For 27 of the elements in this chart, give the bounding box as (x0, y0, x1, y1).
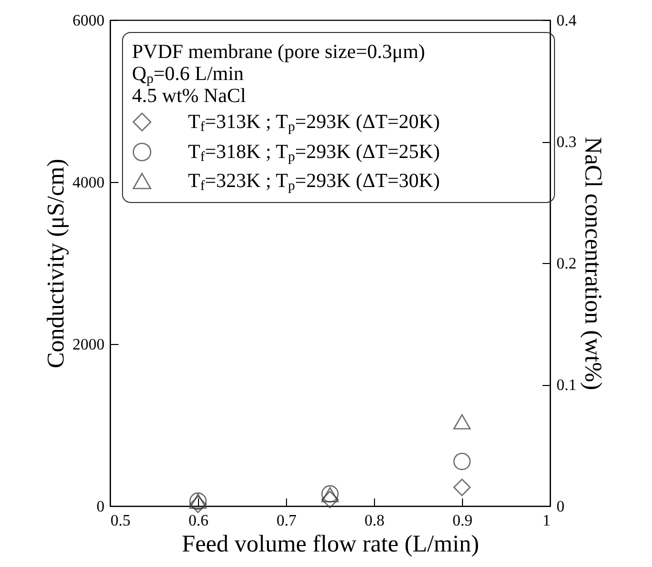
y-tick-label: 6000 (72, 12, 104, 30)
y-tick-label: 2000 (72, 336, 104, 354)
y2-tick-label: 0 (556, 498, 564, 516)
y2-tick-label: 0.4 (556, 12, 576, 30)
y2-axis-title: NaCl concentration (wt%) (580, 136, 606, 390)
legend-label: T$_{f}$=323K ; T$_{p}$=293K (ΔT=30K) (188, 170, 440, 194)
x-axis-title: Feed volume flow rate (L/min) (182, 532, 480, 558)
legend-title: PVDF membrane (pore size=0.3μm) Q$_{p}$=0.6 L/min 4.5 wt% NaCl (132, 41, 426, 107)
point (321, 490, 339, 508)
x-tick-label: 0.8 (364, 512, 384, 530)
y-tick-label: 4000 (72, 174, 104, 192)
x-tick-label: 1 (542, 512, 550, 530)
y2-tick-label: 0.3 (556, 134, 576, 151)
x-tick-label: 0.5 (110, 512, 130, 530)
y-axis-title: Conductivity (μS/cm) (44, 158, 70, 368)
y2-tick-label: 0.2 (556, 256, 576, 272)
y2-tick-label: 0.1 (556, 377, 576, 394)
x-tick-label: 0.9 (452, 512, 472, 530)
legend-label: T$_{f}$=313K ; T$_{p}$=293K (ΔT=20K) (188, 111, 440, 135)
legend-label: T$_{f}$=318K ; T$_{p}$=293K (ΔT=25K) (188, 141, 440, 165)
x-tick-label: 0.7 (276, 512, 296, 530)
x-tick-label: 0.6 (188, 512, 208, 530)
y-tick-label: 0 (96, 498, 104, 516)
point (453, 478, 471, 496)
point (453, 452, 471, 470)
point (453, 414, 471, 430)
point (189, 496, 207, 514)
